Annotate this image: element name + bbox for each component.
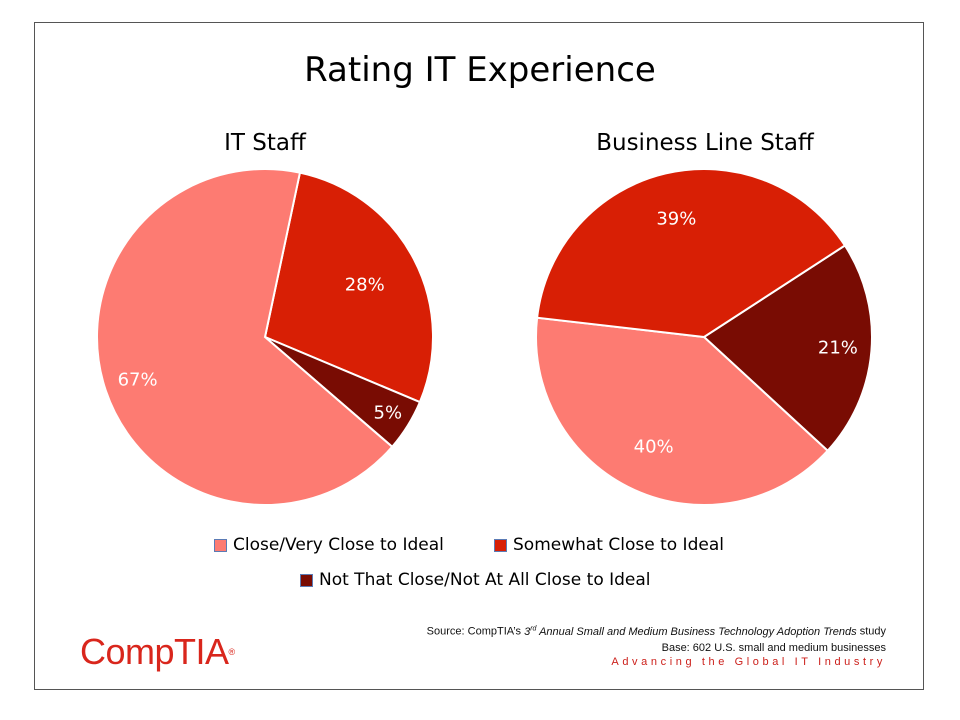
business-line-staff-slice-somewhat (536, 168, 847, 339)
logo-registered-mark: ® (228, 647, 236, 657)
legend-label-close: Close/Very Close to Ideal (233, 535, 444, 555)
source-prefix: Source: CompTIA’s (426, 625, 525, 638)
it-staff-slice-somewhat (263, 171, 434, 404)
business-line-staff-slice-not-close (702, 244, 873, 453)
chart-title: Rating IT Experience (304, 50, 656, 90)
legend-label-not-close: Not That Close/Not At All Close to Ideal (319, 570, 651, 590)
comptia-logo: CompTIA® (80, 632, 235, 672)
it-staff-label-close: 67% (118, 369, 158, 390)
legend-swatch-not-close (300, 573, 313, 587)
pie-title-business-line-staff: Business Line Staff (596, 130, 814, 156)
logo-text: CompTIA (80, 631, 229, 672)
source-note: Source: CompTIA’s 3rd Annual Small and M… (326, 621, 886, 656)
it-staff-slice-close (96, 168, 394, 506)
business-line-staff-slice-close (535, 316, 830, 506)
legend-item-somewhat: Somewhat Close to Ideal (494, 534, 724, 556)
base-line: Base: 602 U.S. small and medium business… (661, 641, 886, 654)
source-suffix: study (856, 625, 886, 638)
business-line-staff-label-somewhat: 39% (656, 209, 696, 230)
legend-label-somewhat: Somewhat Close to Ideal (513, 535, 724, 555)
legend-swatch-close (214, 538, 227, 552)
it-staff-label-not-close: 5% (374, 403, 403, 424)
source-ordinal: 3 (524, 625, 531, 638)
legend-swatch-somewhat (494, 538, 507, 552)
business-line-staff-label-close: 40% (634, 436, 674, 457)
source-line: Source: CompTIA’s 3rd Annual Small and M… (326, 621, 886, 640)
slide-frame (34, 22, 924, 690)
tagline: Advancing the Global IT Industry (611, 656, 886, 668)
source-study-title: Annual Small and Medium Business Technol… (536, 625, 857, 638)
pie-title-it-staff: IT Staff (224, 130, 306, 156)
business-line-staff-label-not-close: 21% (818, 338, 858, 359)
it-staff-label-somewhat: 28% (345, 274, 385, 295)
source-ordinal-suffix: rd (530, 625, 537, 632)
legend-item-close: Close/Very Close to Ideal (214, 534, 444, 556)
legend-item-not-close: Not That Close/Not At All Close to Ideal (300, 569, 651, 591)
